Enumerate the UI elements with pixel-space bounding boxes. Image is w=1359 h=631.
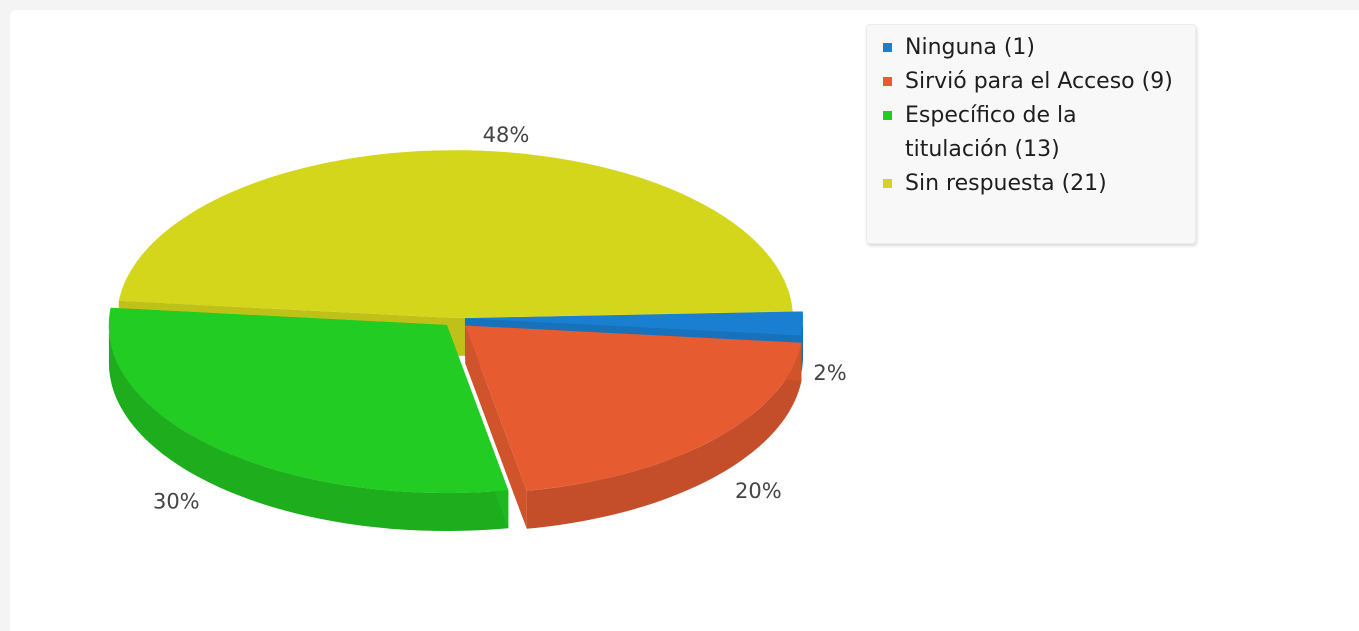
pie-side-acceso (526, 342, 802, 529)
pie-slice-sin-respuesta[interactable] (118, 150, 793, 318)
pie-wall-acceso (465, 325, 527, 529)
legend-item-sin-respuesta[interactable]: Sin respuesta (21) (881, 167, 1185, 201)
pie-label-acceso: 20% (735, 479, 782, 503)
pie-slice-acceso[interactable] (465, 325, 802, 491)
legend-item-ninguna[interactable]: Ninguna (1) (881, 31, 1185, 65)
pie-side-especifico (108, 325, 509, 531)
legend-swatch-sin-respuesta (883, 179, 892, 188)
legend-swatch-acceso (883, 77, 892, 86)
pie-slice-especifico[interactable] (108, 307, 509, 494)
pie-label-especifico: 30% (153, 490, 200, 514)
legend-label-acceso: Sirvió para el Acceso (9) (905, 69, 1173, 94)
legend-swatch-especifico (883, 111, 892, 120)
legend-item-acceso[interactable]: Sirvió para el Acceso (9) (881, 65, 1185, 99)
legend-item-especifico[interactable]: Específico de la titulación (13) (881, 99, 1185, 167)
pie-slice-ninguna[interactable] (464, 311, 803, 336)
legend-label-ninguna: Ninguna (1) (905, 35, 1036, 60)
legend-swatch-ninguna (883, 43, 892, 52)
pie-label-ninguna: 2% (813, 361, 846, 385)
legend: Ninguna (1) Sirvió para el Acceso (9) Es… (866, 24, 1196, 244)
pie-label-sin-respuesta: 48% (483, 123, 530, 147)
legend-label-especifico: Específico de la titulación (13) (905, 103, 1077, 162)
legend-label-sin-respuesta: Sin respuesta (21) (905, 171, 1107, 196)
